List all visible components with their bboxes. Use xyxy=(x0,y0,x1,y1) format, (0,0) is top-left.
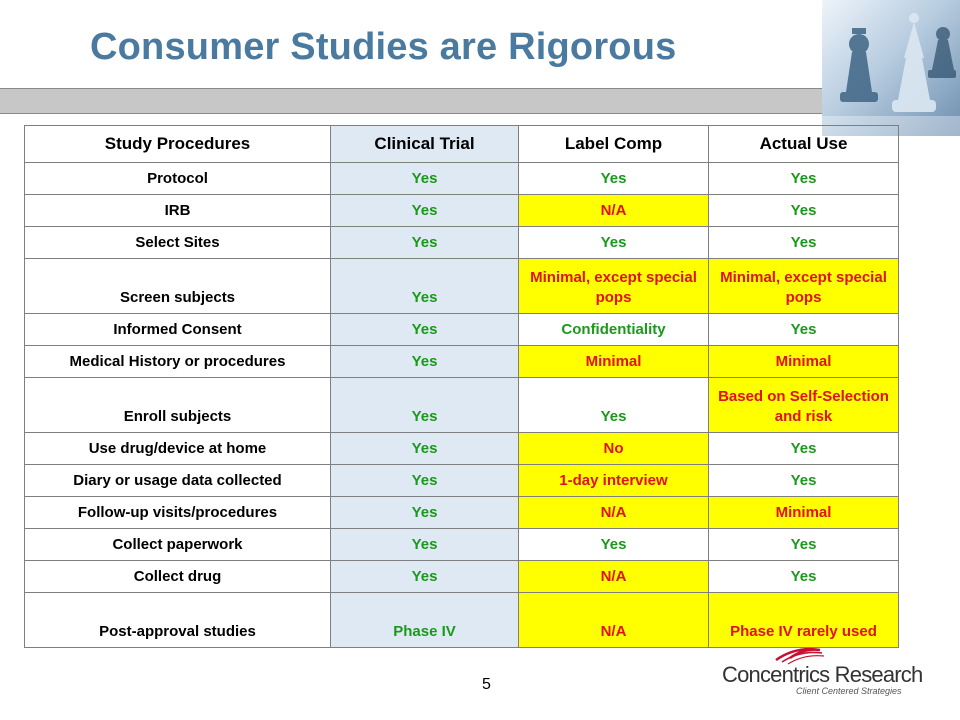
table-row: Informed Consent Yes Confidentiality Yes xyxy=(24,313,899,346)
company-logo: Concentrics Research Client Centered Str… xyxy=(716,646,923,698)
title-divider-bar xyxy=(0,88,960,114)
label-comp-cell: 1-day interview xyxy=(518,464,709,497)
procedure-cell: Diary or usage data collected xyxy=(24,464,331,497)
procedure-cell: IRB xyxy=(24,194,331,227)
table-row: Diary or usage data collected Yes 1-day … xyxy=(24,464,899,497)
label-comp-cell: Yes xyxy=(518,377,709,433)
page-number: 5 xyxy=(482,676,491,693)
table-row: Collect drug Yes N/A Yes xyxy=(24,560,899,593)
procedure-cell: Post-approval studies xyxy=(24,592,331,648)
logo-tagline: Client Centered Strategies xyxy=(796,686,902,696)
slide-title: Consumer Studies are Rigorous xyxy=(90,26,677,68)
label-comp-cell: Minimal, except special pops xyxy=(518,258,709,314)
actual-use-cell: Minimal xyxy=(708,496,899,529)
procedure-cell: Select Sites xyxy=(24,226,331,259)
actual-use-cell: Yes xyxy=(708,432,899,465)
procedure-cell: Use drug/device at home xyxy=(24,432,331,465)
label-comp-cell: Yes xyxy=(518,162,709,195)
actual-use-cell: Yes xyxy=(708,560,899,593)
procedure-cell: Collect drug xyxy=(24,560,331,593)
actual-use-cell: Yes xyxy=(708,528,899,561)
actual-use-cell: Yes xyxy=(708,313,899,346)
procedure-cell: Follow-up visits/procedures xyxy=(24,496,331,529)
label-comp-cell: N/A xyxy=(518,496,709,529)
actual-use-cell: Yes xyxy=(708,162,899,195)
label-comp-cell: N/A xyxy=(518,194,709,227)
label-comp-cell: N/A xyxy=(518,592,709,648)
actual-use-cell: Yes xyxy=(708,194,899,227)
table-row: Collect paperwork Yes Yes Yes xyxy=(24,528,899,561)
table-row: Screen subjects Yes Minimal, except spec… xyxy=(24,258,899,314)
label-comp-cell: Yes xyxy=(518,528,709,561)
table-row: Follow-up visits/procedures Yes N/A Mini… xyxy=(24,496,899,529)
clinical-trial-cell: Yes xyxy=(330,377,519,433)
logo-swoosh-icon xyxy=(775,647,825,665)
clinical-trial-cell: Yes xyxy=(330,528,519,561)
clinical-trial-cell: Yes xyxy=(330,496,519,529)
actual-use-cell: Minimal xyxy=(708,345,899,378)
label-comp-cell: N/A xyxy=(518,560,709,593)
header-study-procedures: Study Procedures xyxy=(24,125,331,163)
clinical-trial-cell: Yes xyxy=(330,194,519,227)
header-clinical-trial: Clinical Trial xyxy=(330,125,519,163)
header-actual-use: Actual Use xyxy=(708,125,899,163)
label-comp-cell: Confidentiality xyxy=(518,313,709,346)
clinical-trial-cell: Yes xyxy=(330,560,519,593)
study-comparison-table: Study Procedures Clinical Trial Label Co… xyxy=(24,125,899,648)
table-row: Enroll subjects Yes Yes Based on Self-Se… xyxy=(24,377,899,433)
actual-use-cell: Yes xyxy=(708,226,899,259)
procedure-cell: Enroll subjects xyxy=(24,377,331,433)
procedure-cell: Screen subjects xyxy=(24,258,331,314)
actual-use-cell: Yes xyxy=(708,464,899,497)
procedure-cell: Informed Consent xyxy=(24,313,331,346)
clinical-trial-cell: Yes xyxy=(330,313,519,346)
clinical-trial-cell: Yes xyxy=(330,226,519,259)
procedure-cell: Collect paperwork xyxy=(24,528,331,561)
label-comp-cell: No xyxy=(518,432,709,465)
clinical-trial-cell: Yes xyxy=(330,464,519,497)
clinical-trial-cell: Yes xyxy=(330,345,519,378)
actual-use-cell: Phase IV rarely used xyxy=(708,592,899,648)
actual-use-cell: Minimal, except special pops xyxy=(708,258,899,314)
table-row: IRB Yes N/A Yes xyxy=(24,194,899,227)
logo-name: Concentrics Research xyxy=(722,662,923,687)
clinical-trial-cell: Yes xyxy=(330,432,519,465)
procedure-cell: Protocol xyxy=(24,162,331,195)
clinical-trial-cell: Yes xyxy=(330,162,519,195)
header-label-comp: Label Comp xyxy=(518,125,709,163)
table-row: Medical History or procedures Yes Minima… xyxy=(24,345,899,378)
clinical-trial-cell: Yes xyxy=(330,258,519,314)
chess-pieces-image xyxy=(822,0,960,136)
table-row: Use drug/device at home Yes No Yes xyxy=(24,432,899,465)
procedure-cell: Medical History or procedures xyxy=(24,345,331,378)
table-row: Select Sites Yes Yes Yes xyxy=(24,226,899,259)
table-header-row: Study Procedures Clinical Trial Label Co… xyxy=(24,125,899,163)
label-comp-cell: Minimal xyxy=(518,345,709,378)
label-comp-cell: Yes xyxy=(518,226,709,259)
actual-use-cell: Based on Self-Selection and risk xyxy=(708,377,899,433)
table-row: Protocol Yes Yes Yes xyxy=(24,162,899,195)
table-row: Post-approval studies Phase IV N/A Phase… xyxy=(24,592,899,648)
clinical-trial-cell: Phase IV xyxy=(330,592,519,648)
